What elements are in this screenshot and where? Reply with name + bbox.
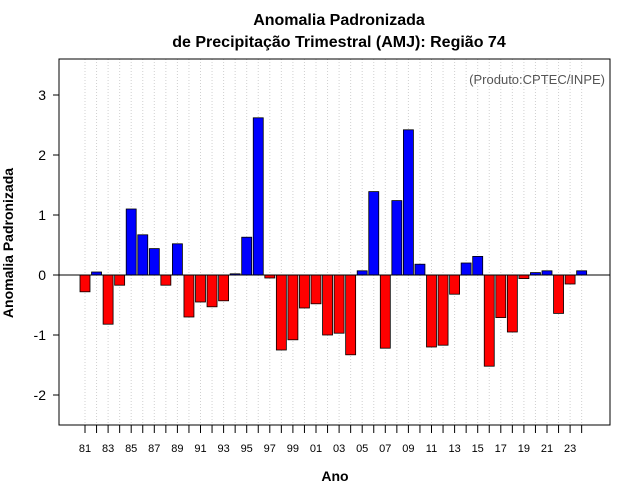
y-tick-label: 3	[38, 87, 46, 103]
bar-2000	[299, 274, 310, 309]
x-axis: 81 83 85 87 89 91 93 95 97 99 01 03 05 07 09 11 13 15 17 19…	[79, 425, 583, 455]
x-tick-label: 81	[79, 443, 91, 455]
bar-2024	[576, 270, 588, 276]
bar-2023	[564, 274, 576, 285]
x-tick-label: 09	[402, 443, 414, 455]
bar-2018	[506, 274, 518, 333]
bars	[79, 117, 588, 367]
bar-2009	[402, 129, 414, 276]
x-tick-label: 11	[426, 443, 437, 455]
bar-2011	[426, 274, 437, 348]
bar-1990	[183, 274, 195, 318]
bar-1993	[218, 274, 230, 302]
grid-lines	[84, 59, 583, 425]
y-tick-label: 1	[38, 207, 46, 223]
bar-1995	[241, 236, 253, 276]
bar-1996	[252, 117, 264, 276]
bar-1992	[206, 274, 218, 308]
bar-1989	[171, 243, 183, 276]
bar-2008	[391, 200, 403, 276]
plot-frame	[58, 58, 611, 426]
x-tick-label: 03	[333, 443, 345, 455]
x-tick-label: 93	[217, 443, 229, 455]
x-tick-label: 05	[356, 443, 368, 455]
bar-2017	[495, 274, 507, 318]
bar-2021	[541, 270, 553, 276]
x-tick-label: 97	[264, 443, 276, 455]
y-axis-title: Anomalia Padronizada	[0, 168, 16, 318]
chart-title: Anomalia Padronizada	[253, 12, 425, 29]
bar-2014	[460, 262, 472, 276]
bar-2003	[333, 274, 345, 334]
bar-2013	[449, 274, 461, 295]
bar-1983	[102, 274, 114, 325]
bar-2002	[322, 274, 333, 336]
x-tick-label: 13	[448, 443, 460, 455]
x-tick-label: 99	[287, 443, 299, 455]
bar-1999	[287, 274, 299, 341]
x-tick-label: 15	[472, 443, 484, 455]
bar-2022	[553, 274, 564, 314]
y-tick-label: 0	[38, 267, 46, 283]
bar-1984	[114, 274, 126, 286]
bar-2010	[414, 263, 426, 276]
x-tick-label: 91	[194, 443, 206, 455]
x-tick-label: 17	[495, 443, 507, 455]
bar-1998	[275, 274, 287, 351]
chart-subtitle: de Precipitação Trimestral (AMJ): Região…	[172, 34, 506, 51]
y-axis: -2 -1 0 1 2 3	[34, 87, 59, 403]
x-tick-label: 23	[564, 443, 576, 455]
bar-2006	[368, 191, 380, 276]
y-tick-label: -1	[34, 327, 47, 343]
bar-2005	[356, 270, 368, 276]
bar-1981	[79, 274, 91, 293]
bar-2015	[472, 255, 484, 276]
bar-1986	[137, 234, 149, 276]
x-tick-label: 87	[148, 443, 160, 455]
bar-2016	[483, 274, 495, 367]
x-tick-label: 83	[102, 443, 114, 455]
x-tick-label: 07	[379, 443, 391, 455]
y-tick-label: 2	[38, 147, 46, 163]
bar-2001	[310, 274, 322, 305]
x-tick-label: 95	[241, 443, 253, 455]
x-tick-label: 01	[310, 443, 322, 455]
x-axis-title: Ano	[321, 468, 348, 484]
x-tick-label: 21	[541, 443, 553, 455]
bar-2012	[437, 274, 449, 346]
bar-2007	[379, 274, 391, 349]
bar-1987	[148, 248, 160, 276]
x-tick-label: 89	[171, 443, 183, 455]
bar-2019	[518, 274, 530, 279]
bar-1985	[125, 208, 137, 276]
bar-1988	[160, 274, 172, 286]
x-tick-label: 19	[518, 443, 530, 455]
credit-label: (Produto:CPTEC/INPE)	[469, 72, 605, 87]
x-tick-label: 85	[125, 443, 137, 455]
bar-1991	[195, 274, 206, 303]
y-tick-label: -2	[34, 387, 47, 403]
bar-2004	[345, 274, 357, 356]
